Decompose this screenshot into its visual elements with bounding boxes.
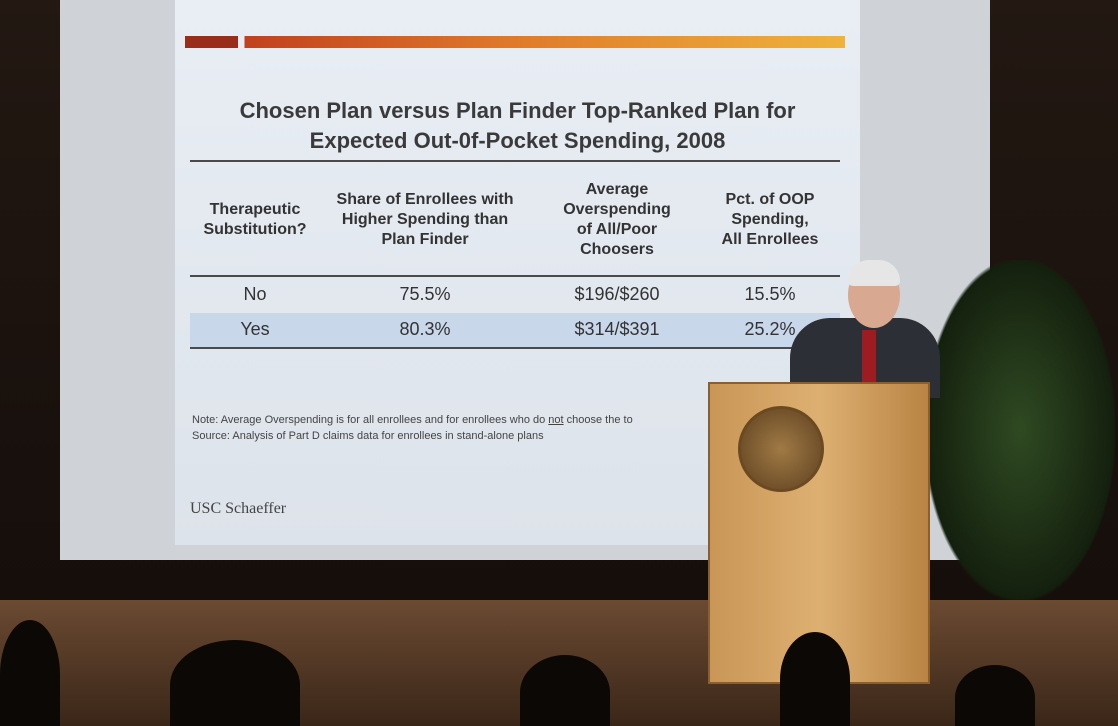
slide-title: Chosen Plan versus Plan Finder Top-Ranke… bbox=[175, 98, 860, 124]
column-header: of All/Poor bbox=[532, 220, 702, 240]
table-rule bbox=[190, 275, 840, 277]
table-cell: $196/$260 bbox=[532, 284, 702, 305]
column-header: Higher Spending than bbox=[325, 210, 525, 230]
table-cell: No bbox=[185, 284, 325, 305]
audience-head bbox=[520, 655, 610, 726]
column-header: Spending, bbox=[695, 210, 845, 230]
column-header: Therapeutic bbox=[185, 200, 325, 220]
column-header: Plan Finder bbox=[325, 230, 525, 250]
slide-title: Expected Out-0f-Pocket Spending, 2008 bbox=[175, 128, 860, 154]
column-header: Pct. of OOP bbox=[695, 190, 845, 210]
note-text: choose the to bbox=[564, 414, 633, 426]
table-rule bbox=[190, 160, 840, 162]
speaker-tie bbox=[862, 330, 876, 384]
audience-head bbox=[780, 632, 850, 726]
column-header: Overspending bbox=[532, 200, 702, 220]
column-header: Substitution? bbox=[185, 220, 325, 240]
column-header: All Enrollees bbox=[695, 230, 845, 250]
column-header: Share of Enrollees with bbox=[325, 190, 525, 210]
logo: USC Schaeffer bbox=[190, 500, 286, 518]
photo-scene: Chosen Plan versus Plan Finder Top-Ranke… bbox=[0, 0, 1118, 726]
speaker-hair bbox=[848, 260, 900, 286]
source: Source: Analysis of Part D claims data f… bbox=[192, 430, 544, 442]
table-cell: 80.3% bbox=[325, 319, 525, 340]
table-cell: $314/$391 bbox=[532, 319, 702, 340]
note: Note: Average Overspending is for all en… bbox=[192, 414, 633, 426]
note-text: Note: Average Overspending is for all en… bbox=[192, 414, 548, 426]
audience-head bbox=[955, 665, 1035, 726]
audience-head bbox=[170, 640, 300, 726]
column-header: Average bbox=[532, 180, 702, 200]
audience-head bbox=[0, 620, 60, 726]
table-cell: 75.5% bbox=[325, 284, 525, 305]
table-cell: Yes bbox=[185, 319, 325, 340]
slide-stripe bbox=[185, 36, 845, 48]
table-cell: 15.5% bbox=[695, 284, 845, 305]
column-header: Choosers bbox=[532, 240, 702, 260]
plant bbox=[925, 260, 1115, 600]
podium-seal bbox=[738, 406, 824, 492]
note-text: not bbox=[548, 414, 563, 426]
table-rule bbox=[190, 347, 840, 349]
